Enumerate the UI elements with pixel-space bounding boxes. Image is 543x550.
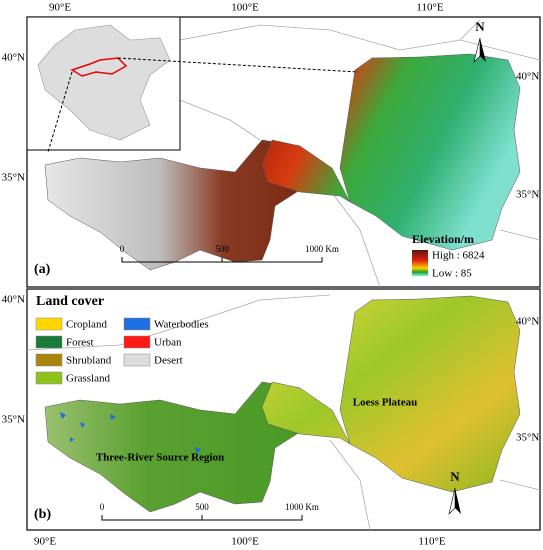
legend-low: Low : 85 <box>432 268 472 280</box>
panel-label: (a) <box>34 262 51 277</box>
legend-label: Cropland <box>66 319 107 331</box>
legend-title: Elevation/m <box>412 232 474 246</box>
north-arrow <box>455 488 461 514</box>
north-arrow <box>448 487 456 515</box>
lon-label: 110°E <box>418 536 445 548</box>
north-label: N <box>475 19 485 34</box>
scale-label: 1000 Km <box>285 502 319 512</box>
panel-label: (b) <box>34 507 51 522</box>
scale-bar <box>121 257 323 263</box>
north-label: N <box>450 469 460 484</box>
lat-label: 40°N <box>2 294 25 306</box>
legend-label: Forest <box>66 337 94 349</box>
leader <box>47 71 73 153</box>
lat-label: 40°N <box>516 71 539 83</box>
region-label: Three-River Source Region <box>96 452 224 464</box>
legend-label: Waterbodies <box>154 319 209 331</box>
lon-label: 100°E <box>231 536 259 548</box>
panel-a: 90°E 100°E 110°E 40°N 35°N 40°N 35°N (a)… <box>2 2 541 288</box>
scale-bar <box>101 515 303 521</box>
lon-label: 100°E <box>231 2 259 14</box>
leader <box>117 57 359 73</box>
elevation-ramp <box>412 250 428 276</box>
scale-label: 500 <box>195 502 209 512</box>
legend-swatch <box>35 353 63 367</box>
legend-swatch <box>123 353 151 367</box>
north-arrow <box>480 38 486 62</box>
lon-label: 90°E <box>49 2 71 14</box>
lat-label: 35°N <box>2 414 25 426</box>
lat-label: 35°N <box>516 432 539 444</box>
north-arrow <box>473 37 481 63</box>
legend-swatch <box>35 335 63 349</box>
legend-high: High : 6824 <box>432 250 485 262</box>
lat-label: 40°N <box>516 316 539 328</box>
region-label: Loess Plateau <box>353 397 417 409</box>
legend-label: Desert <box>154 355 183 367</box>
legend-label: Grassland <box>66 373 110 385</box>
lat-label: 40°N <box>2 52 25 64</box>
legend-swatch <box>123 317 151 331</box>
lon-label: 110°E <box>416 2 443 14</box>
china-outline <box>37 24 171 141</box>
boundaries <box>179 19 541 288</box>
scale-label: 1000 Km <box>305 244 339 254</box>
legend-swatch <box>35 371 63 385</box>
legend-swatch <box>123 335 151 349</box>
panel-b: 40°N 35°N 40°N 35°N 90°E 100°E 110°E (b)… <box>2 288 541 548</box>
lat-label: 35°N <box>516 189 539 201</box>
study-area-inset <box>70 57 128 77</box>
legend-swatch <box>35 317 63 331</box>
legend-label: Shrubland <box>66 355 112 367</box>
legend-label: Urban <box>154 337 182 349</box>
legend: Cropland Waterbodies Forest Urban Shrubland D… <box>35 317 209 385</box>
lon-label: 90°E <box>34 536 56 548</box>
lat-label: 35°N <box>2 172 25 184</box>
scale-label: 0 <box>100 502 105 512</box>
boundaries <box>26 294 541 531</box>
scale-label: 500 <box>215 244 229 254</box>
scale-label: 0 <box>120 244 125 254</box>
legend-title: Land cover <box>36 294 104 309</box>
